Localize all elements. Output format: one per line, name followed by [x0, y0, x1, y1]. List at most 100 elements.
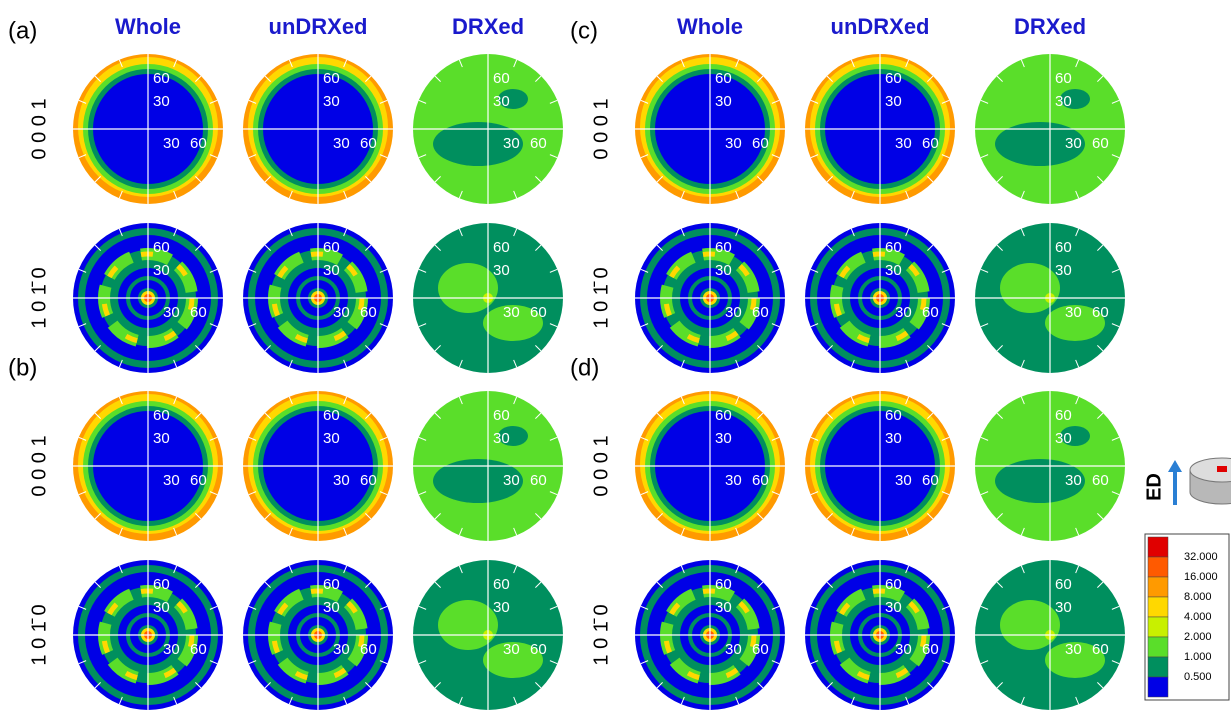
legend-swatch [1148, 617, 1168, 637]
angle-label: 30 [715, 262, 732, 279]
angle-label: 30 [503, 641, 520, 658]
contour [438, 600, 498, 650]
angle-label: 60 [323, 576, 340, 593]
angle-label: 60 [1055, 576, 1072, 593]
angle-label: 60 [153, 407, 170, 424]
pole-figure: 60303060 [635, 223, 785, 373]
pole-figure: 60303060 [805, 223, 955, 373]
angle-label: 60 [752, 472, 769, 489]
angle-label: 30 [1055, 93, 1072, 110]
angle-label: 30 [725, 304, 742, 321]
angle-label: 60 [360, 641, 377, 658]
angle-label: 30 [323, 262, 340, 279]
pole-figure: 60303060 [243, 54, 393, 204]
angle-label: 60 [922, 641, 939, 658]
column-header: Whole [677, 14, 743, 39]
legend-swatch [1148, 557, 1168, 577]
angle-label: 60 [885, 70, 902, 87]
angle-label: 60 [1092, 304, 1109, 321]
angle-label: 60 [493, 576, 510, 593]
angle-label: 30 [153, 430, 170, 447]
legend-label: 1.000 [1184, 651, 1212, 663]
column-header: Whole [115, 14, 181, 39]
panel-label: (c) [570, 17, 598, 44]
angle-label: 60 [190, 135, 207, 152]
pole-figure: 60 30 30 60 [73, 560, 223, 710]
angle-label: 60 [190, 304, 207, 321]
angle-label: 60 [530, 135, 547, 152]
angle-label: 60 [922, 135, 939, 152]
angle-label: 30 [333, 304, 350, 321]
pole-figure: 60303060 [243, 223, 393, 373]
angle-label: 60 [1092, 135, 1109, 152]
legend-swatch [1148, 537, 1168, 557]
angle-label: 60 [360, 472, 377, 489]
angle-label: 30 [1065, 304, 1082, 321]
panel-label: (a) [8, 17, 37, 44]
pole-figure: 60303060 [975, 391, 1125, 541]
angle-label: 60 [715, 70, 732, 87]
panel-label: (b) [8, 354, 37, 381]
angle-label: 30 [895, 135, 912, 152]
angle-label: 60 [190, 641, 207, 658]
ed-arrow-head [1168, 460, 1182, 472]
angle-label: 60 [1092, 472, 1109, 489]
angle-label: 60 [715, 407, 732, 424]
row-label: 1 0 1̄ 0 [590, 267, 612, 328]
legend-swatch [1148, 577, 1168, 597]
angle-label: 60 [530, 641, 547, 658]
angle-label: 60 [323, 407, 340, 424]
angle-label: 30 [503, 135, 520, 152]
pole-figure: 60303060 [243, 560, 393, 710]
angle-label: 30 [493, 430, 510, 447]
legend-swatch [1148, 597, 1168, 617]
row-label: 0 0 0 1 [590, 435, 612, 496]
angle-label: 60 [1092, 641, 1109, 658]
angle-label: 30 [895, 641, 912, 658]
angle-label: 60 [885, 407, 902, 424]
angle-label: 30 [323, 430, 340, 447]
angle-label: 60 [1055, 407, 1072, 424]
row-label: 1 0 1̄ 0 [590, 604, 612, 665]
angle-label: 30 [153, 599, 170, 616]
angle-label: 30 [163, 304, 180, 321]
angle-label: 60 [885, 576, 902, 593]
angle-label: 30 [1055, 430, 1072, 447]
angle-label: 30 [1065, 641, 1082, 658]
angle-label: 30 [715, 93, 732, 110]
pole-figure: 60303060 [413, 560, 563, 710]
legend-label: 0.500 [1184, 671, 1212, 683]
angle-label: 30 [885, 93, 902, 110]
angle-label: 30 [153, 262, 170, 279]
column-header: unDRXed [831, 14, 930, 39]
angle-label: 60 [153, 70, 170, 87]
column-header: DRXed [452, 14, 524, 39]
contour [438, 263, 498, 313]
pole-figure: 60303060 [635, 54, 785, 204]
angle-label: 30 [1055, 262, 1072, 279]
angle-label: 60 [323, 70, 340, 87]
angle-label: 30 [333, 641, 350, 658]
legend-swatch [1148, 677, 1168, 697]
specimen-axis: ED [1143, 473, 1165, 501]
angle-label: 30 [885, 430, 902, 447]
angle-label: 60 [752, 641, 769, 658]
pole-figure: 60303060 [635, 560, 785, 710]
angle-label: 60 [153, 576, 170, 593]
row-label: 0 0 0 1 [590, 98, 612, 159]
angle-label: 60 [190, 472, 207, 489]
angle-label: 60 [493, 239, 510, 256]
figure: ED (a) Whole unDRXed DRXed 0 0 0 1 60 30 30 60 60… [0, 0, 1231, 712]
pole-figure: 60303060 [975, 54, 1125, 204]
angle-label: 60 [1055, 239, 1072, 256]
pole-figure: 60303060 [413, 223, 563, 373]
pole-figure: 60 30 30 60 [975, 223, 1125, 373]
angle-label: 30 [895, 304, 912, 321]
pole-figure: 60303060 [243, 391, 393, 541]
angle-label: 30 [163, 641, 180, 658]
angle-label: 30 [725, 472, 742, 489]
angle-label: 60 [493, 407, 510, 424]
